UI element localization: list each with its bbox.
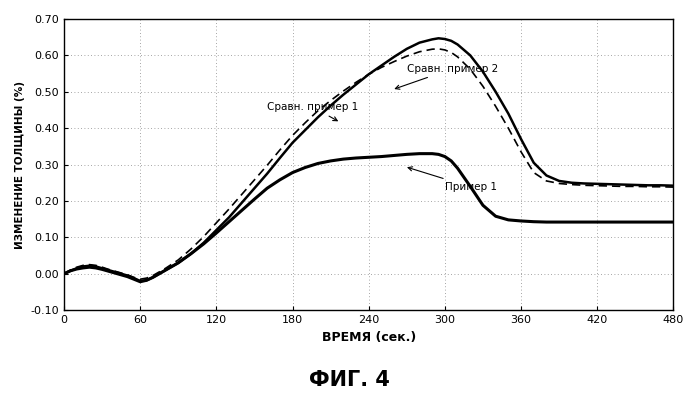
Text: ФИГ. 4: ФИГ. 4 (309, 370, 390, 390)
Text: Сравн. пример 2: Сравн. пример 2 (396, 64, 498, 89)
X-axis label: ВРЕМЯ (сек.): ВРЕМЯ (сек.) (322, 331, 416, 344)
Text: Сравн. пример 1: Сравн. пример 1 (267, 102, 359, 121)
Text: Пример 1: Пример 1 (408, 167, 497, 192)
Y-axis label: ИЗМЕНЕНИЕ ТОЛЩИНЫ (%): ИЗМЕНЕНИЕ ТОЛЩИНЫ (%) (15, 80, 25, 249)
